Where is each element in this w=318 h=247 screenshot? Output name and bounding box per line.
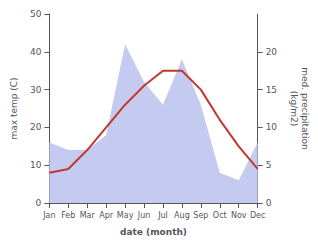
svg-text:May: May xyxy=(117,211,134,220)
svg-text:Sep: Sep xyxy=(193,211,208,220)
svg-text:Aug: Aug xyxy=(174,211,190,220)
svg-text:10: 10 xyxy=(30,160,42,170)
svg-text:15: 15 xyxy=(266,85,277,95)
svg-text:Jun: Jun xyxy=(137,211,151,220)
svg-text:Mar: Mar xyxy=(80,211,96,220)
svg-text:40: 40 xyxy=(30,47,42,57)
svg-text:5: 5 xyxy=(266,160,272,170)
svg-text:Jul: Jul xyxy=(157,211,168,220)
svg-text:Jan: Jan xyxy=(42,211,55,220)
svg-text:Apr: Apr xyxy=(99,211,114,220)
svg-text:0: 0 xyxy=(266,198,272,208)
svg-text:med. precipitation: med. precipitation xyxy=(300,67,310,149)
svg-text:Feb: Feb xyxy=(61,211,75,220)
svg-text:20: 20 xyxy=(30,122,42,132)
svg-text:0: 0 xyxy=(36,198,42,208)
svg-text:20: 20 xyxy=(266,47,278,57)
svg-text:10: 10 xyxy=(266,122,278,132)
svg-text:date (month): date (month) xyxy=(120,227,187,237)
svg-text:(kg/m2): (kg/m2) xyxy=(289,91,299,126)
svg-text:max temp (C): max temp (C) xyxy=(9,77,19,139)
svg-text:30: 30 xyxy=(30,85,42,95)
svg-text:Nov: Nov xyxy=(231,211,247,220)
svg-text:50: 50 xyxy=(30,9,42,19)
svg-text:Dec: Dec xyxy=(250,211,265,220)
svg-text:Oct: Oct xyxy=(213,211,227,220)
